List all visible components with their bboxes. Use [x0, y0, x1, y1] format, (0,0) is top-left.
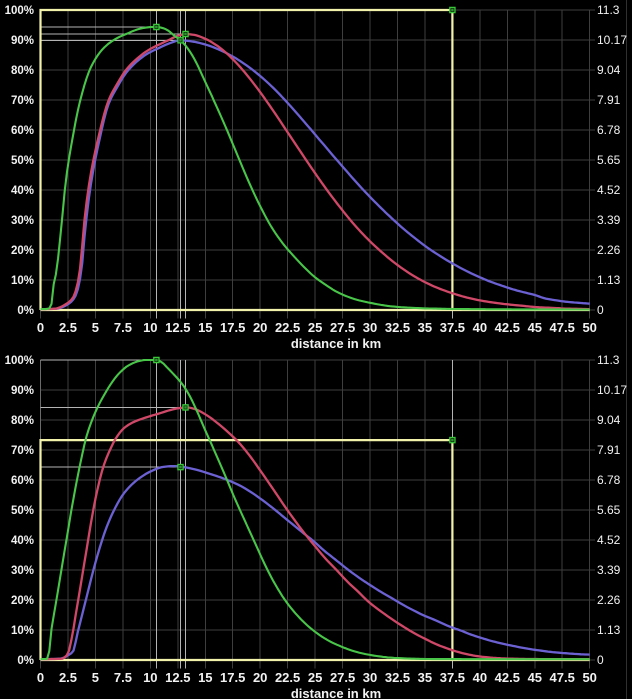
svg-text:100%: 100%: [5, 5, 34, 17]
svg-text:7.91: 7.91: [597, 443, 621, 457]
svg-text:47.5: 47.5: [550, 670, 575, 685]
svg-text:9.04: 9.04: [597, 413, 621, 427]
svg-text:22.5: 22.5: [275, 320, 300, 335]
svg-text:7.5: 7.5: [114, 670, 132, 685]
svg-text:47.5: 47.5: [550, 320, 575, 335]
svg-text:0: 0: [597, 653, 604, 667]
svg-text:0: 0: [597, 303, 604, 317]
svg-text:30%: 30%: [11, 215, 34, 227]
svg-text:22.5: 22.5: [275, 670, 300, 685]
svg-text:12.5: 12.5: [165, 320, 190, 335]
svg-text:40%: 40%: [11, 185, 34, 197]
svg-text:0: 0: [37, 320, 44, 335]
svg-text:7.5: 7.5: [114, 320, 132, 335]
svg-text:20%: 20%: [11, 245, 34, 257]
svg-text:5.65: 5.65: [597, 153, 621, 167]
svg-text:20%: 20%: [11, 595, 34, 607]
svg-text:10%: 10%: [11, 275, 34, 287]
svg-text:42.5: 42.5: [495, 320, 520, 335]
svg-text:70%: 70%: [11, 445, 34, 457]
svg-text:35: 35: [418, 670, 432, 685]
svg-text:17.5: 17.5: [220, 670, 245, 685]
svg-text:27.5: 27.5: [330, 670, 355, 685]
svg-text:3.39: 3.39: [597, 213, 621, 227]
svg-text:30: 30: [363, 320, 377, 335]
svg-text:2.5: 2.5: [59, 670, 77, 685]
svg-text:42.5: 42.5: [495, 670, 520, 685]
svg-text:20: 20: [253, 320, 267, 335]
svg-text:80%: 80%: [11, 415, 34, 427]
svg-text:37.5: 37.5: [440, 320, 465, 335]
svg-text:4.52: 4.52: [597, 183, 621, 197]
svg-text:distance in km: distance in km: [291, 336, 381, 351]
svg-text:0: 0: [37, 670, 44, 685]
svg-text:40: 40: [473, 320, 487, 335]
svg-text:17.5: 17.5: [220, 320, 245, 335]
svg-text:100%: 100%: [5, 355, 34, 367]
svg-text:12.5: 12.5: [165, 670, 190, 685]
svg-text:50%: 50%: [11, 155, 34, 167]
svg-text:4.52: 4.52: [597, 533, 621, 547]
svg-text:30: 30: [363, 670, 377, 685]
svg-text:7.91: 7.91: [597, 93, 621, 107]
svg-text:70%: 70%: [11, 95, 34, 107]
svg-text:45: 45: [528, 320, 542, 335]
svg-text:27.5: 27.5: [330, 320, 355, 335]
svg-text:2.26: 2.26: [597, 593, 621, 607]
svg-text:10%: 10%: [11, 625, 34, 637]
svg-text:45: 45: [528, 670, 542, 685]
svg-text:35: 35: [418, 320, 432, 335]
svg-text:2.26: 2.26: [597, 243, 621, 257]
svg-text:25: 25: [308, 670, 322, 685]
svg-text:5: 5: [92, 670, 99, 685]
svg-text:6.78: 6.78: [597, 473, 621, 487]
svg-text:3.39: 3.39: [597, 563, 621, 577]
svg-text:60%: 60%: [11, 125, 34, 137]
svg-text:10.17: 10.17: [597, 383, 627, 397]
svg-text:15: 15: [198, 670, 212, 685]
svg-text:37.5: 37.5: [440, 670, 465, 685]
svg-text:6.78: 6.78: [597, 123, 621, 137]
svg-text:10.17: 10.17: [597, 33, 627, 47]
svg-text:0%: 0%: [17, 655, 34, 667]
svg-text:5: 5: [92, 320, 99, 335]
svg-text:2.5: 2.5: [59, 320, 77, 335]
svg-text:40: 40: [473, 670, 487, 685]
svg-text:30%: 30%: [11, 565, 34, 577]
svg-text:9.04: 9.04: [597, 63, 621, 77]
svg-text:10: 10: [143, 320, 157, 335]
svg-text:90%: 90%: [11, 35, 34, 47]
svg-text:10: 10: [143, 670, 157, 685]
svg-text:5.65: 5.65: [597, 503, 621, 517]
svg-text:50%: 50%: [11, 505, 34, 517]
svg-text:0%: 0%: [17, 305, 34, 317]
svg-text:60%: 60%: [11, 475, 34, 487]
svg-text:32.5: 32.5: [385, 670, 410, 685]
svg-text:40%: 40%: [11, 535, 34, 547]
svg-text:50: 50: [582, 320, 596, 335]
svg-text:80%: 80%: [11, 65, 34, 77]
svg-text:11.3: 11.3: [597, 353, 620, 367]
svg-text:20: 20: [253, 670, 267, 685]
svg-text:25: 25: [308, 320, 322, 335]
svg-text:90%: 90%: [11, 385, 34, 397]
svg-text:32.5: 32.5: [385, 320, 410, 335]
svg-text:1.13: 1.13: [597, 623, 621, 637]
svg-text:11.3: 11.3: [597, 3, 620, 17]
svg-text:50: 50: [582, 670, 596, 685]
svg-text:distance in km: distance in km: [291, 686, 381, 699]
svg-text:15: 15: [198, 320, 212, 335]
svg-text:1.13: 1.13: [597, 273, 621, 287]
